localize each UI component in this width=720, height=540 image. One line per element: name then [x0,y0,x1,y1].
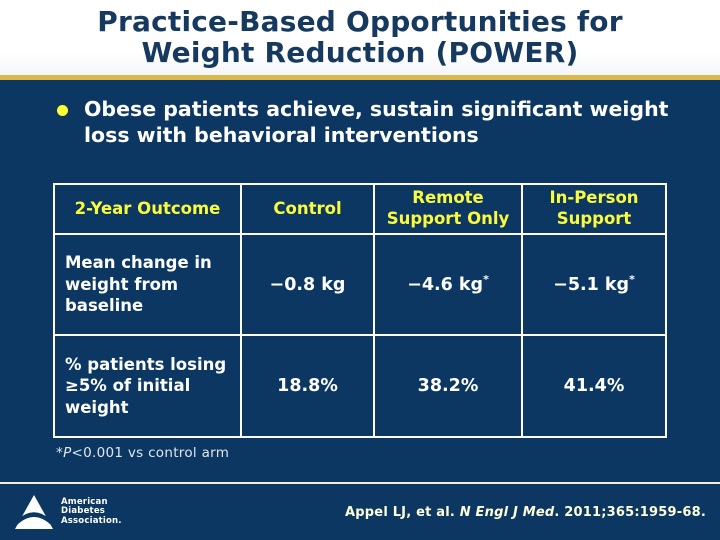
cell-asterisk: * [483,272,489,286]
footer-divider [0,482,720,484]
col-header-remote-support: Remote Support Only [373,183,523,235]
cell-text: 18.8% [277,376,338,396]
cell-text: 38.2% [417,376,479,396]
cell-value: 38.2% [373,334,523,438]
cell-value: −5.1 kg* [521,233,667,336]
citation-authors: Appel LJ, et al. [345,504,460,520]
row-label-pct-losing: % patients losing ≥5% of initial weight [53,334,242,438]
cell-value: −0.8 kg [240,233,375,336]
cell-text: 41.4% [563,376,625,396]
col-header-control: Control [240,183,375,235]
table-row: Mean change in weight from baseline −0.8… [53,233,667,336]
results-table: 2-Year Outcome Control Remote Support On… [53,183,667,438]
footer: American Diabetes Association. Appel LJ,… [0,484,720,540]
ada-logo-line: Diabetes [61,506,106,517]
title-area: Practice-Based Opportunities for Weight … [0,0,720,75]
cell-asterisk: * [629,272,635,286]
ada-logo-line: Association. [61,515,122,526]
page-title: Practice-Based Opportunities for Weight … [97,4,623,69]
cell-text: −5.1 kg [553,274,630,295]
footnote-marker: * [56,445,64,461]
footnote-rest: <0.001 vs control arm [71,445,230,461]
footnote-p: P [63,445,72,461]
cell-value: 18.8% [240,334,375,438]
table-row: % patients losing ≥5% of initial weight … [53,334,667,438]
cell-text: −0.8 kg [269,274,346,295]
page-title-line2: Weight Reduction (POWER) [141,35,579,69]
bullet-item: Obese patients achieve, sustain signific… [30,96,700,148]
citation: Appel LJ, et al. N Engl J Med. 2011;365:… [345,505,706,520]
bullet-icon [57,105,68,116]
citation-journal: N Engl J Med [459,504,555,520]
ada-logo-line: American [61,496,108,507]
col-header-in-person-support: In-Person Support [521,183,667,235]
cell-value: 41.4% [521,334,667,438]
page-title-line1: Practice-Based Opportunities for [97,4,623,38]
footnote: *P<0.001 vs control arm [56,445,229,461]
gold-divider [0,75,720,80]
cell-text: −4.6 kg [407,274,484,295]
table-header-row: 2-Year Outcome Control Remote Support On… [53,183,667,235]
ada-logo: American Diabetes Association. [14,494,122,530]
row-label-mean-change: Mean change in weight from baseline [53,233,242,336]
ada-logo-text: American Diabetes Association. [61,496,122,527]
cell-value: −4.6 kg* [373,233,523,336]
bullet-text: Obese patients achieve, sustain signific… [84,97,669,148]
citation-details: . 2011;365:1959-68. [554,504,706,520]
col-header-outcome: 2-Year Outcome [53,183,242,235]
ada-triangle-icon [15,495,53,529]
